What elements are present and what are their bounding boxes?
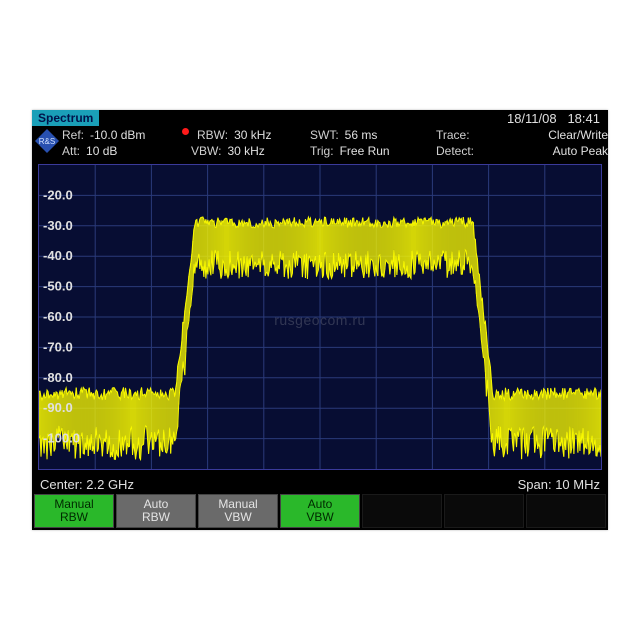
svg-text:-70.0: -70.0 bbox=[43, 339, 73, 354]
title-bar: Spectrum 18/11/08 18:41 bbox=[32, 110, 608, 126]
detect-value: Auto Peak bbox=[553, 144, 608, 158]
time: 18:41 bbox=[567, 111, 600, 126]
trace-value: Clear/Write bbox=[548, 128, 608, 142]
datetime: 18/11/08 18:41 bbox=[507, 111, 608, 126]
svg-text:-100.0: -100.0 bbox=[43, 431, 80, 446]
att-label: Att: bbox=[62, 144, 80, 158]
swt-value: 56 ms bbox=[345, 128, 378, 142]
softkey-auto-vbw[interactable]: AutoVBW bbox=[280, 494, 360, 528]
center-label: Center: bbox=[40, 477, 83, 492]
softkey-line2: RBW bbox=[60, 511, 88, 524]
svg-text:-20.0: -20.0 bbox=[43, 187, 73, 202]
softkey-manual-rbw[interactable]: ManualRBW bbox=[34, 494, 114, 528]
mode-label: Spectrum bbox=[32, 110, 99, 126]
trig-label: Trig: bbox=[310, 144, 334, 158]
softkey-blank bbox=[362, 494, 442, 528]
svg-text:-90.0: -90.0 bbox=[43, 400, 73, 415]
softkey-blank bbox=[444, 494, 524, 528]
softkey-line2: VBW bbox=[306, 511, 333, 524]
softkey-bar: ManualRBWAutoRBWManualVBWAutoVBW bbox=[32, 492, 608, 530]
vbw-value: 30 kHz bbox=[227, 144, 264, 158]
softkey-manual-vbw[interactable]: ManualVBW bbox=[198, 494, 278, 528]
softkey-line2: VBW bbox=[224, 511, 251, 524]
svg-text:-60.0: -60.0 bbox=[43, 309, 73, 324]
svg-text:-30.0: -30.0 bbox=[43, 218, 73, 233]
svg-text:-80.0: -80.0 bbox=[43, 370, 73, 385]
softkey-line2: RBW bbox=[142, 511, 170, 524]
softkey-auto-rbw[interactable]: AutoRBW bbox=[116, 494, 196, 528]
footer-info: Center: 2.2 GHz Span: 10 MHz bbox=[40, 474, 600, 494]
detect-label: Detect: bbox=[436, 144, 474, 158]
spectrum-plot: -20.0 -30.0 -40.0 -50.0 -60.0 -70.0 -80.0 -90.0… bbox=[38, 164, 602, 470]
swt-label: SWT: bbox=[310, 128, 339, 142]
vbw-label: VBW: bbox=[191, 144, 221, 158]
span-value: 10 MHz bbox=[555, 477, 600, 492]
span-label: Span: bbox=[518, 477, 552, 492]
date: 18/11/08 bbox=[507, 111, 557, 126]
att-value: 10 dB bbox=[86, 144, 117, 158]
rbw-label: RBW: bbox=[197, 128, 228, 142]
analyzer-screen: Spectrum 18/11/08 18:41 R&S Ref:-10.0 dB… bbox=[32, 110, 608, 530]
rbw-value: 30 kHz bbox=[234, 128, 271, 142]
center-value: 2.2 GHz bbox=[86, 477, 134, 492]
softkey-blank bbox=[526, 494, 606, 528]
trace-label: Trace: bbox=[436, 128, 470, 142]
ref-label: Ref: bbox=[62, 128, 84, 142]
rbw-changed-icon bbox=[182, 128, 189, 135]
ref-value: -10.0 dBm bbox=[90, 128, 145, 142]
svg-text:-40.0: -40.0 bbox=[43, 248, 73, 263]
svg-text:-50.0: -50.0 bbox=[43, 279, 73, 294]
header-params: Ref: -10.0 dBm Att: 10 dB RBW: 30 kHz VBW: 3… bbox=[32, 126, 608, 162]
trig-value: Free Run bbox=[340, 144, 390, 158]
